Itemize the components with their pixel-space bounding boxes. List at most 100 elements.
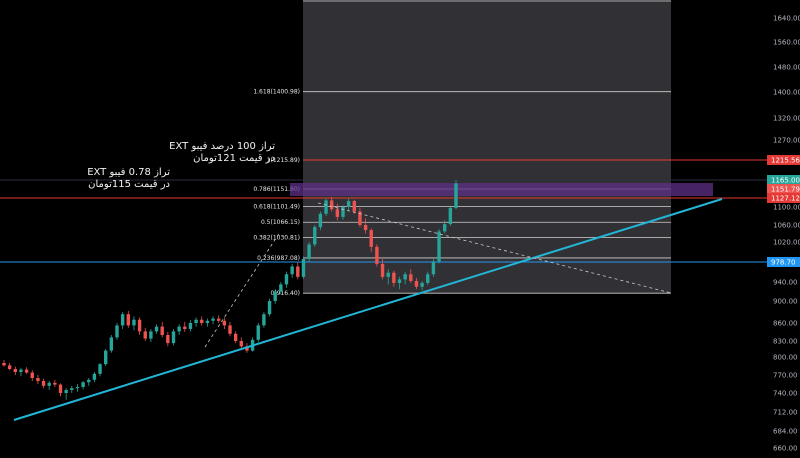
candle-body xyxy=(98,364,102,374)
y-tick-label: 660.00 xyxy=(773,445,798,453)
candle-body xyxy=(313,227,317,245)
candle-body xyxy=(70,388,74,390)
price-badge-label: 1215.56 xyxy=(771,157,800,165)
price-badge xyxy=(767,184,800,194)
y-tick-label: 1480.00 xyxy=(773,64,800,72)
candle-body xyxy=(363,225,368,231)
candle-body xyxy=(358,211,362,225)
fib-level-label: 0(916.40) xyxy=(271,290,301,297)
candle-body xyxy=(137,319,142,332)
candle-body xyxy=(183,326,187,329)
y-tick-label: 1020.00 xyxy=(773,239,800,247)
candle-body xyxy=(318,213,323,228)
candle-body xyxy=(352,201,356,212)
candle-body xyxy=(24,369,29,373)
annotation-078-line1: تراز 0.78 فیبو EXT xyxy=(87,167,170,178)
candle-body xyxy=(279,284,283,292)
price-badge-label: 1165.00 xyxy=(771,177,800,185)
candle-body xyxy=(256,325,260,340)
candle-body xyxy=(13,369,17,372)
candle-body xyxy=(53,382,57,385)
candle-body xyxy=(47,382,51,386)
y-tick-label: 1560.00 xyxy=(773,39,800,47)
candle-body xyxy=(75,387,80,389)
fib-level-label: 1(1215.89) xyxy=(267,157,300,164)
candle-body xyxy=(335,209,340,217)
candle-body xyxy=(228,325,232,334)
price-badge-label: 1127.12 xyxy=(771,195,800,203)
candle-body xyxy=(290,266,294,275)
y-tick-label: 1640.00 xyxy=(773,15,800,23)
candle-body xyxy=(115,325,119,338)
candle-body xyxy=(420,282,424,287)
y-tick-label: 800.00 xyxy=(773,354,798,362)
y-tick-label: 1100.00 xyxy=(773,204,800,212)
candle-body xyxy=(284,274,289,285)
price-axis[interactable]: 1640.00 1560.00 1480.00 1400.00 1320.00 1270.… xyxy=(773,15,800,453)
candle-body xyxy=(149,331,153,339)
candle-body xyxy=(64,390,68,393)
annotation-100-ext: تراز 100 درصد فیبو EXT در قیمت 121تومان xyxy=(130,141,275,165)
candle-body xyxy=(301,258,306,277)
candle-body xyxy=(245,346,249,351)
candle-body xyxy=(273,291,277,301)
candle-body xyxy=(409,274,413,281)
annotation-100-line1: تراز 100 درصد فیبو EXT xyxy=(169,141,275,152)
y-tick-label: 684.00 xyxy=(773,428,798,436)
candle-body xyxy=(87,379,91,383)
candle-body xyxy=(296,266,300,277)
price-badge xyxy=(767,193,800,203)
candle-body xyxy=(2,363,6,366)
candle-body xyxy=(205,320,210,323)
y-tick-label: 770.00 xyxy=(773,372,798,380)
price-badge-label: 978.70 xyxy=(771,259,796,267)
candle-body xyxy=(380,263,385,277)
candle-body xyxy=(166,335,170,344)
fib-level-label: 0.5(1066.15) xyxy=(261,219,300,226)
price-badge xyxy=(767,257,800,267)
y-tick-label: 860.00 xyxy=(773,320,798,328)
y-tick-label: 740.00 xyxy=(773,390,798,398)
horizontal-lines xyxy=(0,159,770,263)
candle-body xyxy=(194,319,198,323)
y-tick-label: 940.00 xyxy=(773,279,798,287)
candle-body xyxy=(222,320,227,326)
y-tick-label: 1320.00 xyxy=(773,115,800,123)
candle-body xyxy=(443,224,447,232)
candle-body xyxy=(30,372,34,378)
candle-body xyxy=(239,341,243,347)
candle-body xyxy=(177,326,181,332)
candle-body xyxy=(233,333,238,341)
purple-band xyxy=(290,183,713,196)
candle-body xyxy=(426,274,430,283)
candle-body xyxy=(307,244,311,259)
y-tick-label: 1270.00 xyxy=(773,137,800,145)
candle-body xyxy=(171,331,176,344)
candle-body xyxy=(262,314,266,326)
candle-body xyxy=(330,200,334,210)
candle-body xyxy=(267,301,272,315)
candle-body xyxy=(386,272,390,277)
candle-body xyxy=(200,319,204,323)
fib-level-label: 0.236(987.08) xyxy=(257,255,300,262)
candle-body xyxy=(369,230,373,247)
candle-body xyxy=(324,200,328,214)
candle-body xyxy=(132,319,136,326)
candle-body xyxy=(217,318,221,321)
annotation-100-line2: در قیمت 121تومان xyxy=(193,153,275,164)
candle-body xyxy=(346,201,351,207)
y-tick-label: 1060.00 xyxy=(773,222,800,230)
y-tick-label: 900.00 xyxy=(773,298,798,306)
y-tick-label: 830.00 xyxy=(773,338,798,346)
candle-body xyxy=(154,326,159,332)
fib-level-label: 0.786(1151.80) xyxy=(253,186,300,193)
y-tick-label: 1400.00 xyxy=(773,89,800,97)
candle-body xyxy=(341,207,345,217)
price-badge xyxy=(767,155,800,165)
candle-body xyxy=(36,378,40,381)
candle-body xyxy=(92,373,97,380)
y-tick-label: 712.00 xyxy=(773,409,798,417)
trendline[interactable] xyxy=(13,198,723,421)
